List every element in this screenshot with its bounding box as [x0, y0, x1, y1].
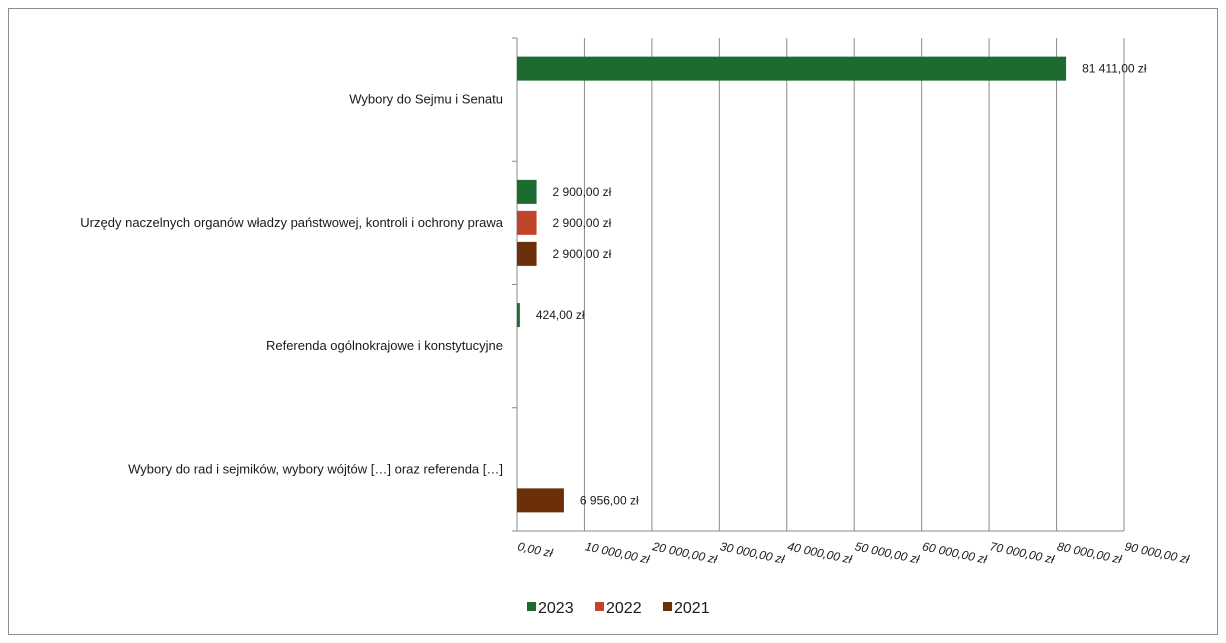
x-tick-label-2: 20 000,00 zł	[650, 539, 718, 567]
legend-swatch-2021	[663, 602, 672, 611]
x-tick-label-3: 30 000,00 zł	[719, 539, 786, 566]
bar-2023-0	[517, 56, 1067, 81]
legend-swatch-2023	[527, 602, 536, 611]
chart-frame	[8, 8, 1218, 635]
legend-label-2022: 2022	[606, 600, 642, 617]
legend-label-2023: 2023	[538, 600, 574, 617]
bar-2023-2	[517, 303, 520, 328]
x-tick-label-4: 40 000,00 zł	[786, 539, 853, 566]
data-label-2023-2: 424,00 zł	[536, 308, 585, 322]
bar-2023-1	[517, 179, 537, 204]
data-label-2022-1: 2 900,00 zł	[553, 216, 612, 230]
category-label-0: Wybory do Sejmu i Senatu	[349, 92, 503, 107]
data-label-2023-1: 2 900,00 zł	[553, 185, 612, 199]
bar-2022-1	[517, 210, 537, 235]
x-tick-label-6: 60 000,00 zł	[921, 539, 988, 566]
x-tick-label-5: 50 000,00 zł	[854, 539, 921, 566]
category-label-3: Wybory do rad i sejmików, wybory wójtów …	[128, 461, 503, 476]
data-label-2021-1: 2 900,00 zł	[553, 247, 612, 261]
x-tick-label-9: 90 000,00 zł	[1123, 539, 1190, 566]
bar-2021-1	[517, 241, 537, 266]
data-label-2023-0: 81 411,00 zł	[1082, 62, 1147, 76]
category-label-2: Referenda ogólnokrajowe i konstytucyjne	[266, 338, 503, 353]
x-tick-label-0: 0,00 zł	[516, 539, 554, 560]
category-label-1: Urzędy naczelnych organów władzy państwo…	[80, 215, 503, 230]
bar-2021-3	[517, 488, 564, 513]
x-tick-label-1: 10 000,00 zł	[584, 539, 651, 566]
data-label-2021-3: 6 956,00 zł	[580, 493, 639, 507]
x-tick-label-8: 80 000,00 zł	[1056, 539, 1123, 566]
legend-label-2021: 2021	[674, 600, 710, 617]
legend-swatch-2022	[595, 602, 604, 611]
x-tick-label-7: 70 000,00 zł	[988, 539, 1055, 566]
